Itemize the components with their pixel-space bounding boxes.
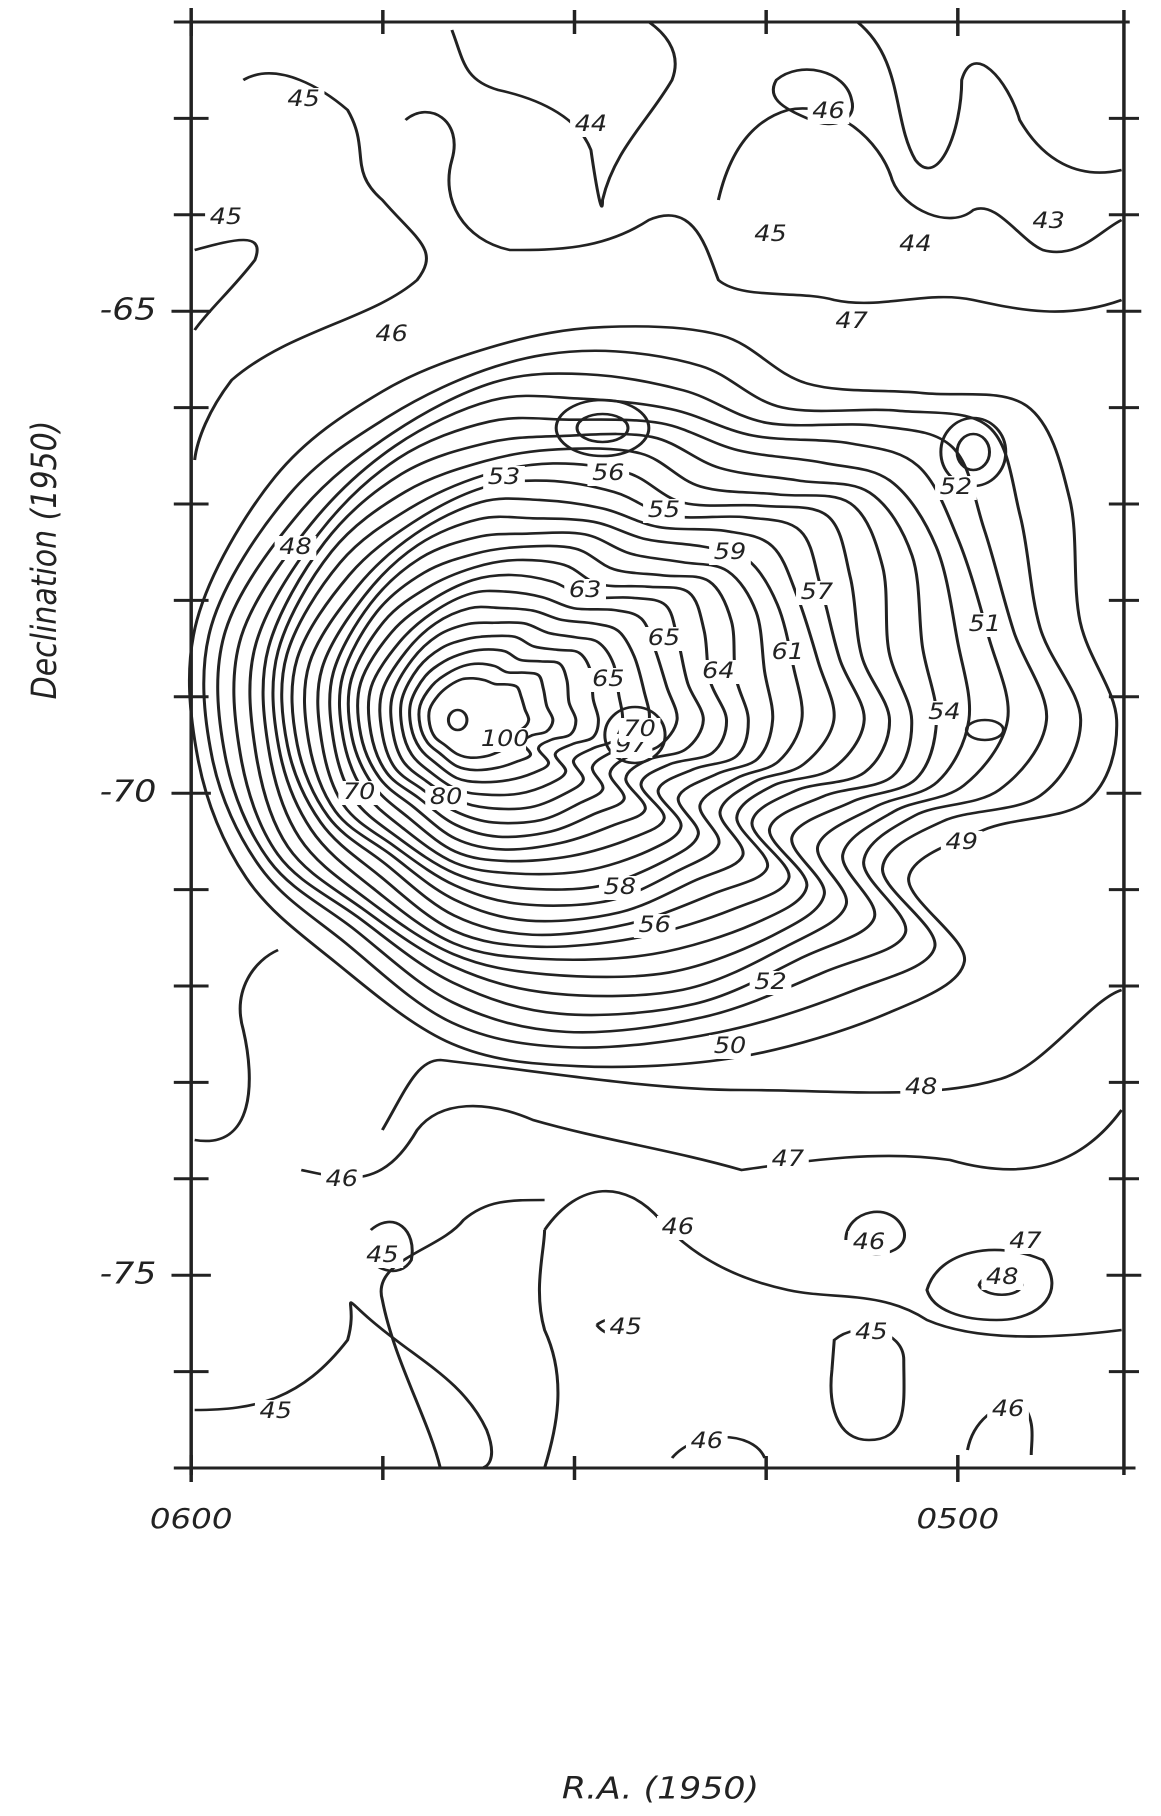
contour-label: 50 [714, 1033, 746, 1059]
contour-line [195, 240, 258, 330]
contour-label: 64 [702, 658, 734, 684]
contour-line [857, 22, 1121, 173]
y-tick-label: -70 [100, 774, 157, 809]
contour-label: 45 [287, 86, 319, 112]
contour-label: 65 [592, 666, 624, 692]
contour-label: 46 [992, 1396, 1024, 1422]
contour-label: 61 [772, 639, 804, 665]
x-axis-label: R.A. (1950) [562, 1771, 759, 1806]
contour-label: 46 [375, 321, 407, 347]
contour-label: 51 [969, 611, 1001, 637]
contour-line [195, 950, 278, 1141]
contour-line [195, 73, 427, 460]
contour-label: 44 [899, 231, 931, 257]
chart: Declination (1950) R.A. (1950) -65 -70 -75… [0, 0, 1161, 1816]
contour-label: 46 [326, 1166, 358, 1192]
contour-line [368, 591, 677, 837]
contour-line [957, 434, 989, 470]
contour-label: 48 [905, 1074, 937, 1100]
contour-label: 56 [592, 460, 624, 486]
contour-label: 47 [772, 1146, 804, 1172]
contour-label: 43 [1032, 208, 1064, 234]
contour-label: 49 [945, 829, 977, 855]
contour-label: 58 [604, 874, 636, 900]
contour-label: 46 [662, 1214, 694, 1240]
contour-line [452, 22, 675, 206]
x-tick-label: 0500 [917, 1503, 1000, 1535]
contour-label: 45 [609, 1314, 641, 1340]
contour-label: 46 [691, 1428, 723, 1454]
contour-line [577, 414, 628, 442]
contour-label: 45 [754, 221, 786, 247]
contour-line [282, 463, 890, 946]
contour-label: 70 [343, 779, 375, 805]
contour-line [381, 1200, 545, 1468]
contour-line [448, 710, 467, 730]
contour-label: 47 [1009, 1228, 1041, 1254]
contour-line [218, 374, 1047, 1033]
contour-label: 45 [210, 204, 242, 230]
contour-label: 54 [928, 699, 960, 725]
contour-label: 63 [569, 577, 601, 603]
contour-label: 47 [835, 308, 867, 334]
contour-label: 65 [648, 625, 680, 651]
contour-label: 52 [754, 969, 786, 995]
x-tick-label: 0600 [150, 1503, 233, 1535]
contour-label: 55 [648, 497, 680, 523]
contour-label: 57 [801, 579, 833, 605]
contour-label: 52 [940, 474, 972, 500]
contour-line [966, 720, 1003, 740]
y-axis-label: Declination (1950) [24, 421, 65, 700]
contour-label: 53 [488, 464, 520, 490]
y-tick-label: -75 [100, 1256, 157, 1291]
contour-label: 59 [714, 539, 746, 565]
contour-lines [189, 22, 1121, 1468]
y-tick-label: -65 [100, 292, 157, 327]
contour-label: 45 [366, 1242, 398, 1268]
contour-label: 48 [986, 1264, 1018, 1290]
contour-label: 46 [853, 1229, 885, 1255]
contour-line [348, 560, 726, 861]
contour-label: 45 [855, 1319, 887, 1345]
contour-label: 44 [575, 111, 607, 137]
contour-line [304, 499, 834, 922]
contour-line [330, 533, 773, 890]
contour-label: 46 [812, 98, 844, 124]
contour-line [406, 112, 1122, 311]
contour-line [195, 1303, 492, 1468]
contour-label: 100 [481, 726, 530, 752]
contour-line [301, 1106, 1121, 1177]
contour-line [831, 1330, 904, 1440]
contour-line [539, 1230, 558, 1468]
contour-label: 56 [638, 912, 670, 938]
contour-label: 48 [279, 534, 311, 560]
contour-label: 45 [260, 1398, 292, 1424]
contour-label: 80 [430, 784, 462, 810]
contour-label: 70 [623, 716, 655, 742]
